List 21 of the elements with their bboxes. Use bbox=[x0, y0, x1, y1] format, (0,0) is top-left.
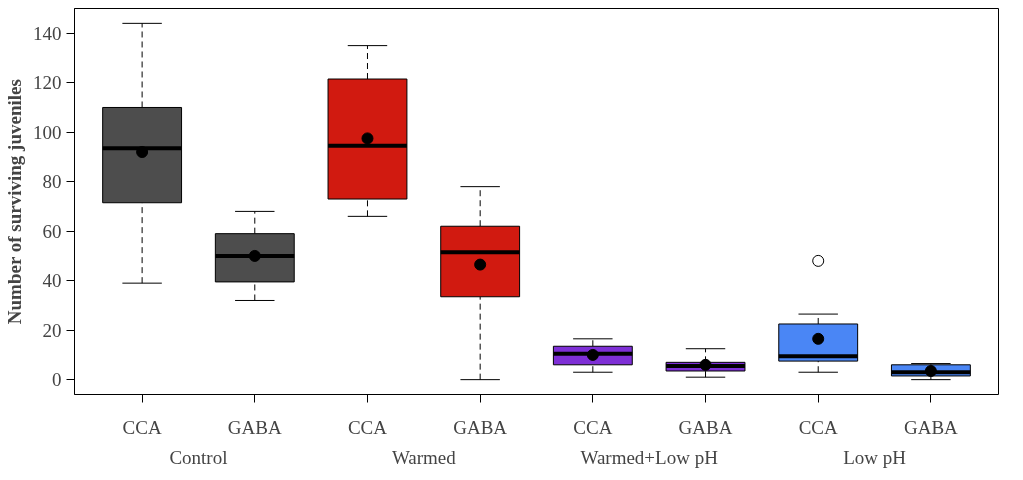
x-tick-label: CCA bbox=[573, 416, 613, 438]
y-tick-label: 100 bbox=[33, 121, 62, 143]
y-tick-label: 20 bbox=[42, 319, 62, 341]
text: Low pH bbox=[843, 446, 907, 468]
text: Warmed bbox=[391, 446, 457, 468]
x-tick-label: GABA bbox=[903, 416, 959, 438]
y-tick-label: 120 bbox=[33, 72, 62, 94]
text: Warmed+Low pH bbox=[580, 446, 719, 468]
x-tick-label: GABA bbox=[453, 416, 508, 438]
y-tick-label: 140 bbox=[33, 22, 62, 44]
x-tick-label: CCA bbox=[122, 416, 162, 438]
y-tick-label: 40 bbox=[42, 270, 62, 292]
y-axis-title: Number of surviving juveniles bbox=[4, 79, 25, 325]
y-tick-label: 80 bbox=[42, 171, 62, 193]
y-tick-label: 0 bbox=[52, 369, 62, 391]
x-tick-label: CCA bbox=[798, 416, 839, 438]
x-tick-label: CCA bbox=[347, 416, 388, 438]
y-tick-label: 60 bbox=[42, 220, 62, 242]
x-tick-label: GABA bbox=[678, 416, 733, 438]
text: Control bbox=[169, 446, 228, 468]
x-tick-label: GABA bbox=[227, 416, 282, 438]
